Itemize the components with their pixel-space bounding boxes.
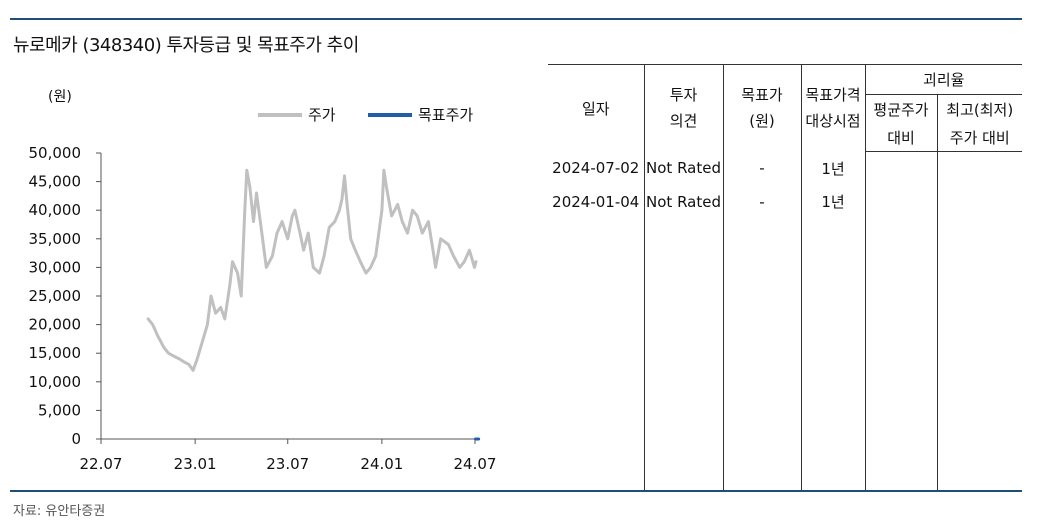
cell-extreme	[936, 151, 1022, 185]
header-rating: 투자 의견	[643, 64, 723, 152]
y-tick-label: 20,000	[29, 316, 82, 334]
bottom-rule	[10, 490, 1022, 492]
cell-target: -	[722, 151, 801, 185]
y-axis-unit: (원)	[48, 89, 72, 105]
top-rule	[10, 18, 1022, 20]
x-tick-label: 24.07	[454, 455, 497, 473]
y-tick-label: 25,000	[29, 287, 82, 305]
header-basis: 목표가격 대상시점	[800, 64, 865, 152]
cell-avg	[864, 151, 937, 185]
series-line-price	[146, 168, 478, 372]
y-tick-label: 10,000	[29, 373, 82, 391]
cell-avg	[864, 185, 937, 218]
y-tick-label: 45,000	[29, 173, 82, 191]
table-row: 2024-01-04 Not Rated - 1년	[548, 185, 1022, 218]
table-filler	[548, 218, 1022, 490]
page-title: 뉴로메카 (348340) 투자등급 및 목표주가 추이	[13, 35, 359, 56]
cell-extreme	[936, 185, 1022, 218]
y-tick-label: 50,000	[29, 144, 82, 162]
price-chart: (원) 50,000 45,000 40,000 35,000 30,000 25,000 2…	[29, 89, 497, 473]
y-tick-label: 30,000	[29, 258, 82, 276]
cell-date: 2024-01-04	[552, 192, 640, 211]
cell-rating: Not Rated	[643, 151, 723, 185]
y-tick-label: 0	[71, 430, 81, 448]
x-tick-label: 23.07	[266, 455, 309, 473]
cell-rating: Not Rated	[643, 185, 723, 218]
y-tick-label: 40,000	[29, 201, 82, 219]
rating-table: 일자 투자 의견 목표가 (원) 목표가격 대상시점 괴리율 평균주가 최고(최저) …	[548, 64, 1022, 490]
y-tick-label: 15,000	[29, 344, 82, 362]
cell-date: 2024-07-02	[552, 159, 640, 178]
x-tick-label: 23.01	[174, 455, 217, 473]
header-date: 일자	[548, 64, 644, 152]
header-extreme-sub: 주가 대비	[936, 124, 1022, 152]
x-tick-label: 24.01	[360, 455, 403, 473]
cell-basis: 1년	[800, 185, 865, 218]
table-row: 2024-07-02 Not Rated - 1년	[548, 151, 1022, 185]
header-gap: 괴리율	[864, 64, 1022, 95]
source-note: 자료: 유안타증권	[13, 504, 106, 519]
legend-label-price: 주가	[308, 106, 336, 124]
y-tick-label: 35,000	[29, 230, 82, 248]
header-extreme: 최고(최저)	[936, 94, 1022, 124]
cell-basis: 1년	[800, 151, 865, 185]
x-tick-label: 22.07	[80, 455, 123, 473]
legend-label-target: 목표주가	[418, 106, 473, 124]
cell-target: -	[722, 185, 801, 218]
header-avg: 평균주가	[864, 94, 937, 124]
y-tick-label: 5,000	[38, 401, 81, 419]
header-avg-sub: 대비	[864, 124, 937, 152]
header-target: 목표가 (원)	[722, 64, 801, 152]
